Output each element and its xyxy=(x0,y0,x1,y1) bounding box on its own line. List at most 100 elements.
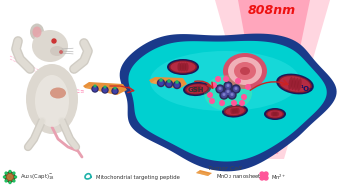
Circle shape xyxy=(173,81,181,88)
Ellipse shape xyxy=(236,108,240,114)
Circle shape xyxy=(104,86,106,88)
Text: $\mathregular{MnO_2}$ nanosheet: $\mathregular{MnO_2}$ nanosheet xyxy=(216,173,262,181)
Circle shape xyxy=(235,88,237,90)
Circle shape xyxy=(231,94,233,95)
Ellipse shape xyxy=(280,76,310,92)
Text: $\mathregular{Au_{25}(Capt)_{18}^{-}}$: $\mathregular{Au_{25}(Capt)_{18}^{-}}$ xyxy=(20,172,55,182)
Ellipse shape xyxy=(230,108,234,114)
Ellipse shape xyxy=(169,60,197,74)
Ellipse shape xyxy=(271,112,275,116)
Ellipse shape xyxy=(297,78,302,91)
Ellipse shape xyxy=(223,53,267,89)
Circle shape xyxy=(160,79,162,81)
Circle shape xyxy=(225,84,231,88)
Ellipse shape xyxy=(276,74,314,94)
Ellipse shape xyxy=(222,105,248,118)
Circle shape xyxy=(227,84,229,87)
Circle shape xyxy=(176,81,178,83)
Ellipse shape xyxy=(177,63,181,71)
Circle shape xyxy=(224,82,232,90)
Circle shape xyxy=(224,88,232,96)
Ellipse shape xyxy=(274,112,278,116)
Ellipse shape xyxy=(185,63,188,71)
Circle shape xyxy=(5,172,15,182)
Circle shape xyxy=(246,85,250,89)
Polygon shape xyxy=(129,41,327,162)
Circle shape xyxy=(113,89,117,93)
Circle shape xyxy=(175,83,179,87)
Polygon shape xyxy=(238,0,310,154)
Circle shape xyxy=(212,83,216,87)
Ellipse shape xyxy=(275,112,279,116)
Ellipse shape xyxy=(198,85,202,92)
Ellipse shape xyxy=(192,86,196,93)
Ellipse shape xyxy=(183,82,211,96)
Circle shape xyxy=(216,85,224,93)
Text: Tumor Cell: Tumor Cell xyxy=(208,167,242,171)
Circle shape xyxy=(223,94,225,95)
Circle shape xyxy=(264,172,268,176)
Circle shape xyxy=(8,174,13,180)
Ellipse shape xyxy=(264,108,286,120)
Circle shape xyxy=(159,81,163,85)
Ellipse shape xyxy=(196,85,200,92)
Circle shape xyxy=(60,51,62,53)
Circle shape xyxy=(225,90,231,94)
Ellipse shape xyxy=(228,57,262,85)
Circle shape xyxy=(92,86,98,92)
Circle shape xyxy=(168,80,170,82)
Circle shape xyxy=(242,95,246,99)
Circle shape xyxy=(167,82,171,86)
Circle shape xyxy=(229,92,235,98)
Circle shape xyxy=(114,87,116,89)
Ellipse shape xyxy=(294,78,299,91)
Ellipse shape xyxy=(182,63,186,71)
Ellipse shape xyxy=(30,23,44,40)
Circle shape xyxy=(158,80,165,87)
Circle shape xyxy=(5,180,7,182)
Circle shape xyxy=(260,172,264,176)
Circle shape xyxy=(220,91,228,99)
Ellipse shape xyxy=(224,106,246,116)
Ellipse shape xyxy=(288,77,293,90)
Ellipse shape xyxy=(150,51,300,111)
Circle shape xyxy=(208,93,212,97)
Polygon shape xyxy=(196,171,210,176)
Ellipse shape xyxy=(32,26,41,37)
Circle shape xyxy=(219,88,221,90)
Circle shape xyxy=(260,176,264,180)
Ellipse shape xyxy=(234,62,256,80)
Ellipse shape xyxy=(232,108,236,114)
Circle shape xyxy=(240,101,244,105)
Polygon shape xyxy=(149,77,187,89)
Text: ¹O₂: ¹O₂ xyxy=(301,86,313,92)
Circle shape xyxy=(5,172,7,174)
Ellipse shape xyxy=(272,112,276,116)
Ellipse shape xyxy=(186,84,208,94)
Circle shape xyxy=(166,81,172,88)
Text: Mitochondrial targeting peptide: Mitochondrial targeting peptide xyxy=(96,174,180,180)
Circle shape xyxy=(224,77,228,81)
Polygon shape xyxy=(85,86,121,95)
Circle shape xyxy=(112,88,118,94)
Circle shape xyxy=(9,181,11,184)
Ellipse shape xyxy=(266,109,284,119)
Ellipse shape xyxy=(185,83,209,94)
Polygon shape xyxy=(120,34,337,171)
Ellipse shape xyxy=(50,46,64,56)
Ellipse shape xyxy=(240,67,250,75)
Ellipse shape xyxy=(278,75,312,93)
Text: GSH: GSH xyxy=(188,87,204,93)
Circle shape xyxy=(222,92,226,98)
Polygon shape xyxy=(83,82,127,95)
Circle shape xyxy=(210,99,214,103)
Circle shape xyxy=(228,91,236,99)
Circle shape xyxy=(232,101,236,105)
Circle shape xyxy=(234,87,238,91)
Circle shape xyxy=(93,87,97,91)
Ellipse shape xyxy=(291,77,296,90)
Ellipse shape xyxy=(194,86,198,93)
Circle shape xyxy=(227,91,229,92)
Circle shape xyxy=(6,173,14,181)
Ellipse shape xyxy=(267,111,282,118)
